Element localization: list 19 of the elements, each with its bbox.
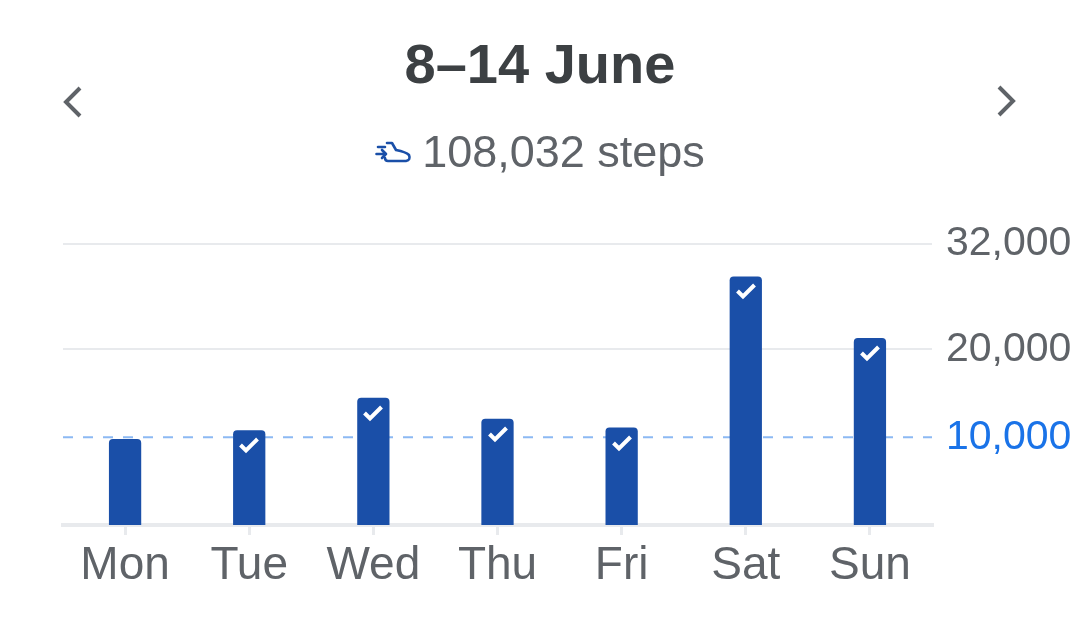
chart-subtitle: 108,032 steps (422, 125, 705, 179)
x-tick-label: Mon (80, 537, 170, 590)
chart-title: 8–14 June (403, 31, 677, 97)
ref-line-label: 10,000 (946, 411, 1072, 458)
bar (233, 430, 266, 525)
bar (729, 276, 762, 525)
bar (108, 438, 142, 525)
y-tick-label: 20,000 (946, 323, 1072, 370)
x-tick-label: Fri (594, 537, 649, 590)
x-tick-label: Tue (210, 537, 288, 590)
bar (853, 337, 887, 525)
bar (357, 397, 390, 525)
bar (605, 427, 638, 525)
x-tick-label: Thu (457, 537, 538, 590)
x-tick-label: Wed (326, 537, 421, 590)
x-tick-label: Sun (829, 537, 911, 590)
x-tick-label: Sat (711, 537, 781, 590)
bar (481, 418, 514, 525)
y-tick-label: 32,000 (946, 218, 1072, 265)
